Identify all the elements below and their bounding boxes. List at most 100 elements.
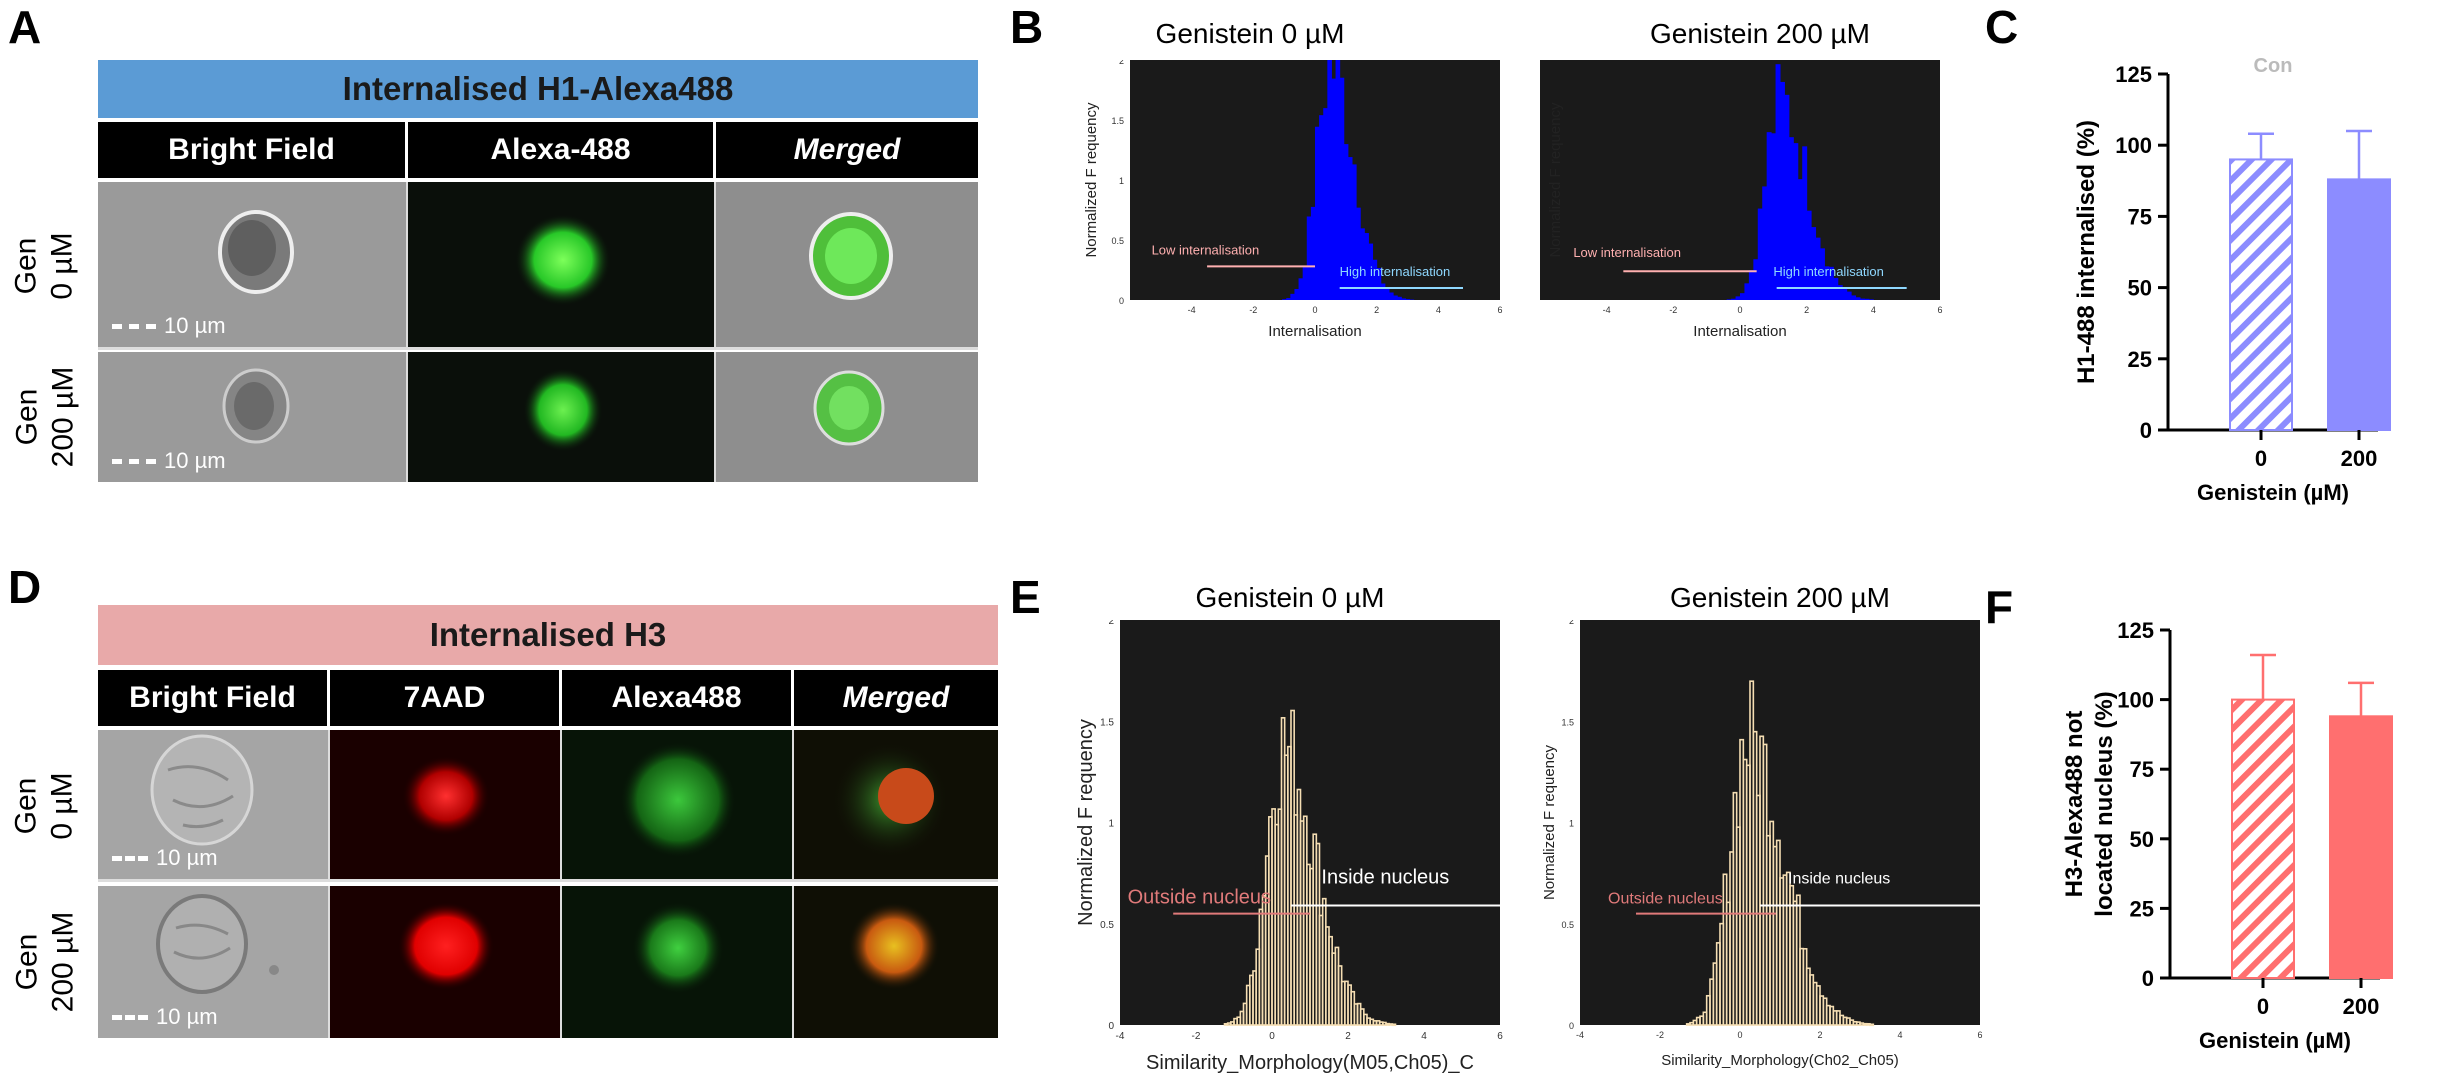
panel-b-left-title: Genistein 0 µM (1155, 18, 1345, 49)
x-tick-label: -4 (1116, 1031, 1125, 1042)
histogram-bin (1780, 81, 1785, 300)
y-tick-label: 0 (1119, 296, 1124, 306)
x-axis-label: Similarity_Morphology(M05,Ch05)_C (1146, 1052, 1474, 1074)
x-tick-label: -2 (1656, 1030, 1664, 1040)
panel-d-image-row-0: 10 µm (98, 730, 998, 882)
histogram-bin (1282, 299, 1287, 300)
header-7aad: 7AAD (330, 670, 562, 726)
histogram-bin (1306, 216, 1312, 300)
bar (2229, 158, 2293, 431)
x-tick-label: 0 (1312, 305, 1317, 315)
histogram-bin (1828, 266, 1834, 300)
histogram-bin (1806, 210, 1812, 300)
histogram-bin (1784, 94, 1790, 300)
alexa488-cell-image (408, 352, 716, 482)
x-tick-label: -4 (1188, 305, 1196, 315)
chart-title: Con (2254, 55, 2293, 77)
histogram-bin (1286, 298, 1291, 300)
histogram-bin (1347, 157, 1353, 300)
panel-d-title: Internalised H3 (98, 605, 998, 665)
y-tick-label: 1 (1569, 819, 1574, 829)
histogram-bin (1788, 137, 1794, 300)
histogram-bin (1731, 298, 1737, 300)
histogram-bin (1315, 126, 1320, 301)
brightfield-cell-image: 10 µm (98, 182, 408, 347)
histogram-bin (1766, 132, 1772, 300)
merged-cell-image (794, 886, 998, 1038)
histogram-bin (1869, 1023, 1875, 1027)
row-label-gen: Gen (9, 777, 43, 835)
x-tick-label: -2 (1669, 305, 1677, 315)
histogram-bin (1298, 278, 1304, 300)
histogram-bin (1793, 143, 1799, 300)
row-label-conc: 200 µM (46, 366, 80, 468)
histogram-bin (1851, 295, 1857, 300)
x-tick-label: 4 (1897, 1030, 1902, 1040)
y-tick-label: 50 (2128, 276, 2152, 301)
scale-bar: 10 µm (112, 1004, 218, 1030)
histogram-bin (1352, 164, 1357, 300)
histogram-bin (1735, 296, 1741, 300)
x-axis-label: Similarity_Morphology(Ch02_Ch05) (1661, 1052, 1899, 1069)
y-tick-label: 0.5 (1100, 920, 1114, 931)
merged-cell-image (716, 182, 978, 347)
low-gate-label: Low internalisation (1152, 242, 1260, 257)
plot-area (1540, 60, 1940, 300)
panel-label-a: A (8, 1, 42, 53)
histogram-e-left: 0 0.5 1 1.5 2 -4 -2 0 2 4 6 Outside nucleus Inside n… (1075, 620, 1503, 1074)
panel-a-title: Internalised H1-Alexa488 (98, 60, 978, 118)
high-gate-label: Inside nucleus (1321, 866, 1449, 888)
y-tick-label: 75 (2128, 204, 2152, 229)
row-label-conc: 0 µM (45, 772, 79, 840)
histogram-bin (1364, 233, 1369, 300)
histogram-bin (1368, 243, 1374, 300)
histogram-bin (1775, 64, 1781, 300)
x-axis-label: Genistein (µM) (2199, 1028, 2351, 1053)
panel-a-image-row-1: 10 µm (98, 352, 978, 482)
panel-d-row-label-1: Gen 200 µM (0, 886, 90, 1038)
panel-b-right-title: Genistein 200 µM (1649, 18, 1871, 49)
x-tick-label: 4 (1421, 1031, 1427, 1042)
panel-label-e: E (1010, 571, 1041, 623)
y-tick-label: 1 (1119, 176, 1124, 186)
histogram-bin (1290, 293, 1295, 300)
alexa488-cell-image (562, 730, 794, 879)
header-alexa488: Alexa488 (562, 670, 794, 726)
histogram-bin (1360, 228, 1365, 300)
histogram-bin (1401, 298, 1406, 300)
x-tick-label: 6 (1497, 1031, 1503, 1042)
histogram-e-right: 0 0.5 1 1.5 2 -4 -2 0 2 4 6 Outside nucleus Inside n… (1541, 620, 1983, 1069)
y-tick-label: 75 (2130, 757, 2154, 782)
histogram-bin (1855, 297, 1861, 300)
y-tick-label: 1.5 (1111, 116, 1124, 126)
panel-e-right-title: Genistein 200 µM (1669, 582, 1891, 613)
histogram-bin (1335, 60, 1341, 300)
y-tick-label: 2 (1108, 620, 1114, 627)
y-axis-label: H3-Alexa488 not (2061, 711, 2088, 898)
high-gate-label: High internalisation (1340, 264, 1451, 279)
panel-e-left-title: Genistein 0 µM (1195, 582, 1385, 613)
high-gate-label: High internalisation (1773, 264, 1884, 279)
scale-bar: 10 µm (112, 448, 226, 474)
panel-label-c: C (1985, 1, 2019, 53)
alexa488-cell-image (562, 886, 794, 1038)
y-tick-label: 100 (2115, 133, 2152, 158)
x-tick-label: 200 (2341, 446, 2378, 471)
histogram-bin (1762, 186, 1768, 300)
histogram-bin (1384, 288, 1390, 300)
x-tick-label: 4 (1871, 305, 1876, 315)
low-gate-label: Outside nucleus (1608, 891, 1723, 908)
histogram-bin (1376, 268, 1382, 300)
histogram-bin (1824, 266, 1830, 300)
x-tick-label: 6 (1497, 305, 1502, 315)
row-label-gen: Gen (10, 933, 44, 991)
brightfield-cell-image: 10 µm (98, 730, 330, 879)
histogram-bin (1327, 60, 1332, 300)
histogram-bin (1846, 291, 1852, 300)
y-tick-label: 25 (2130, 896, 2154, 921)
low-gate-label: Outside nucleus (1128, 887, 1271, 909)
y-tick-label: 100 (2117, 688, 2154, 713)
panel-a-row-label-0: Gen 0 µM (0, 182, 90, 350)
7aad-cell-image (330, 886, 562, 1038)
x-tick-label: 0 (2257, 994, 2269, 1019)
